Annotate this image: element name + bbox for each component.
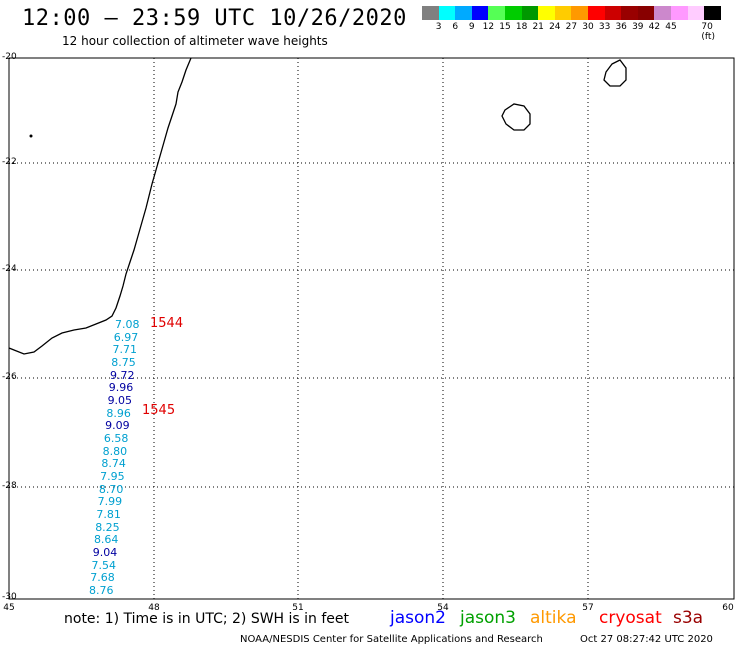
lat-label-28: -28 (2, 481, 17, 491)
lon-label-57: 57 (582, 603, 594, 613)
generation-timestamp: Oct 27 08:27:42 UTC 2020 (580, 634, 713, 645)
satellite-altika: altika (530, 608, 577, 628)
legend-tick-label: 33 (598, 22, 611, 32)
swh-value: 7.54 (91, 558, 116, 572)
swh-value: 8.64 (93, 533, 119, 547)
swh-value: 8.80 (102, 444, 128, 458)
legend-tick-label: 42 (648, 22, 661, 32)
satellite-jason3: jason3 (460, 608, 516, 628)
map-frame (8, 57, 735, 600)
legend-swatch (637, 6, 655, 20)
reunion-island (501, 103, 531, 131)
swh-value: 8.75 (111, 356, 136, 369)
swh-value: 7.71 (112, 343, 138, 357)
swh-value: 7.99 (97, 495, 123, 509)
mauritius-island (603, 59, 627, 87)
swh-value: 8.25 (95, 520, 120, 534)
lon-label-45: 45 (3, 603, 15, 613)
legend-tick-label: 15 (499, 22, 511, 32)
legend-tick-label: 27 (565, 22, 578, 32)
graticule (9, 58, 734, 599)
satellite-cryosat: cryosat (599, 608, 662, 628)
swh-value: 8.70 (98, 482, 124, 496)
lon-label-60: 60 (722, 603, 734, 613)
map-subtitle: 12 hour collection of altimeter wave hei… (62, 34, 328, 48)
swh-value: 8.74 (101, 457, 126, 471)
legend-swatch (488, 6, 505, 20)
legend-swatch (538, 6, 555, 20)
credit-line: NOAA/NESDIS Center for Satellite Applica… (240, 634, 543, 645)
legend-swatch (554, 6, 572, 20)
legend-swatch (438, 6, 456, 20)
map-title: 12:00 – 23:59 UTC 10/26/2020 (22, 6, 407, 31)
lat-label-30: -30 (2, 592, 17, 602)
legend-swatch (504, 6, 522, 20)
lat-label-26: -26 (2, 372, 17, 382)
legend-swatch (704, 6, 721, 20)
legend-tick-label: 21 (532, 22, 544, 32)
legend-swatch (687, 6, 705, 20)
swh-value: 6.58 (103, 432, 129, 445)
swh-value: 9.96 (108, 381, 134, 395)
swh-value: 9.09 (105, 419, 130, 433)
legend-swatch (471, 6, 489, 20)
legend-swatch (571, 6, 588, 20)
color-legend-labels: 3 6 9 12 15 18 21 24 27 30 33 36 39 42 45 70 (ft) (422, 22, 732, 42)
legend-swatch (654, 6, 671, 20)
lon-label-54: 54 (437, 603, 449, 613)
swh-value: 7.68 (90, 571, 115, 585)
lon-label-51: 51 (292, 603, 304, 613)
swh-value: 7.08 (115, 318, 140, 331)
islet (29, 134, 33, 138)
legend-tick-label: 70 (ft) (701, 22, 715, 42)
swh-value: 6.97 (113, 330, 139, 344)
legend-tick-label: 3 (435, 22, 442, 32)
swh-value: 8.96 (106, 406, 131, 420)
legend-tick-label: 6 (452, 22, 459, 32)
legend-tick-label: 12 (482, 22, 495, 32)
swh-value: 7.81 (96, 508, 121, 521)
swh-value: 7.95 (100, 470, 125, 483)
madagascar-coastline (8, 57, 192, 355)
swh-value: 9.04 (92, 546, 118, 559)
legend-tick-label: 36 (615, 22, 627, 32)
legend-tick-label: 9 (468, 22, 475, 32)
satellite-s3a: s3a (673, 608, 704, 628)
legend-tick-label: 45 (665, 22, 677, 32)
lat-label-20: -20 (2, 52, 17, 62)
legend-swatch (422, 6, 439, 20)
swh-value: 9.05 (107, 394, 133, 407)
satellite-jason2: jason2 (390, 608, 446, 628)
swh-value: 9.72 (110, 368, 135, 382)
color-legend (422, 6, 721, 20)
legend-swatch (455, 6, 472, 20)
time-label-1544: 1544 (150, 316, 184, 331)
footer-note: note: 1) Time is in UTC; 2) SWH is in fe… (64, 611, 350, 627)
swh-value: 8.76 (89, 584, 114, 597)
lon-label-48: 48 (148, 603, 160, 613)
legend-swatch (521, 6, 539, 20)
legend-swatch (670, 6, 688, 20)
lat-label-24: -24 (2, 264, 17, 274)
legend-tick-label: 39 (632, 22, 644, 32)
legend-tick-label: 30 (582, 22, 594, 32)
time-label-1545: 1545 (142, 403, 176, 418)
legend-tick-label: 18 (515, 22, 528, 32)
lat-label-22: -22 (2, 157, 17, 167)
legend-tick-label: 24 (549, 22, 561, 32)
legend-swatch (621, 6, 638, 20)
legend-swatch (587, 6, 605, 20)
legend-swatch (604, 6, 622, 20)
